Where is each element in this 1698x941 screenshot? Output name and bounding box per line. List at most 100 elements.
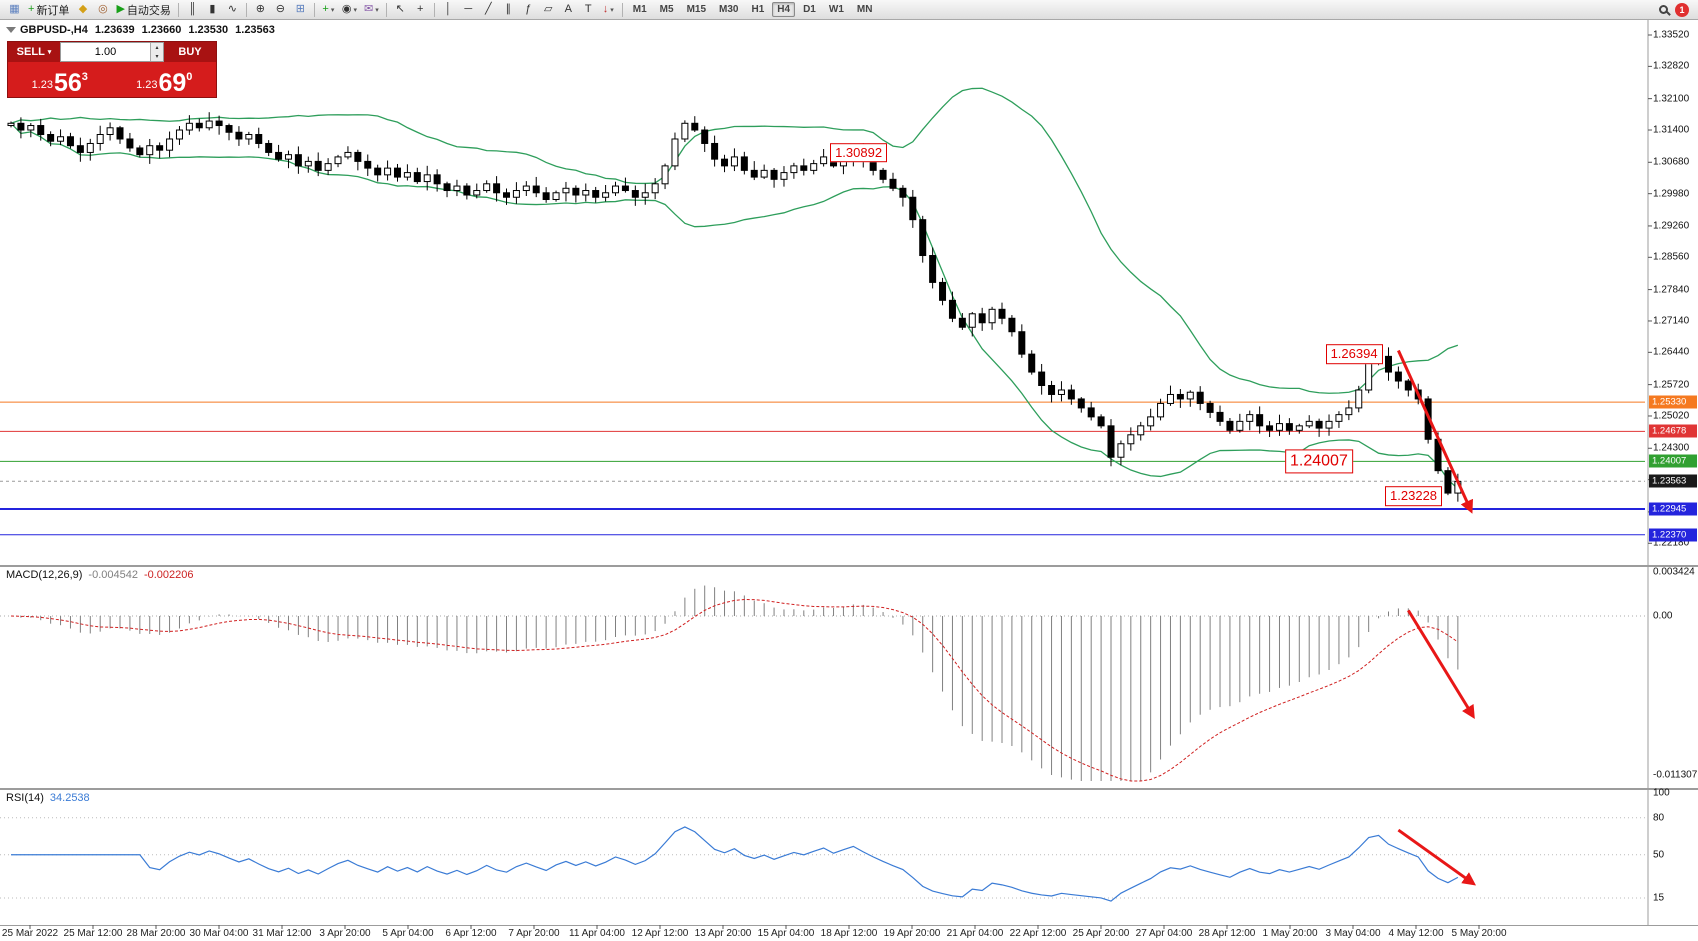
- periods-button[interactable]: ◉ ▾: [339, 1, 360, 18]
- price-callout-label[interactable]: 1.30892: [830, 142, 888, 163]
- price-trend-arrow[interactable]: [1397, 349, 1473, 514]
- one-click-trading-panel[interactable]: SELL ▾ ▴ ▾ BUY 1.23 56 3 1.23 69 0: [8, 42, 216, 97]
- search-icon[interactable]: [1659, 5, 1668, 14]
- notification-badge[interactable]: 1: [1675, 2, 1689, 17]
- market-watch-button[interactable]: ◆: [73, 1, 92, 18]
- indicators-button[interactable]: + ▾: [319, 1, 338, 18]
- timeframe-h4-button[interactable]: H4: [772, 2, 796, 17]
- time-axis-label: 30 Mar 04:00: [189, 928, 249, 939]
- text-button[interactable]: A: [559, 1, 578, 18]
- horizontal-line-button[interactable]: ─: [459, 1, 478, 18]
- time-axis-label: 6 Apr 12:00: [445, 928, 497, 939]
- text-label-button[interactable]: T: [579, 1, 598, 18]
- vertical-line-icon: │: [444, 3, 452, 15]
- fibonacci-button[interactable]: ƒ: [519, 1, 538, 18]
- bar-chart-button[interactable]: ║: [183, 1, 202, 18]
- templates-dropdown-caret-icon[interactable]: ▾: [375, 6, 379, 14]
- templates-icon: ✉: [364, 3, 374, 15]
- buy-price-prefix: 1.23: [136, 79, 158, 91]
- timeframe-m5-button[interactable]: M5: [659, 4, 674, 15]
- arrows-button[interactable]: ↓ ▾: [599, 1, 618, 18]
- timeframe-m15-button[interactable]: M15: [686, 4, 707, 15]
- new-chart-button[interactable]: ▦: [5, 1, 24, 18]
- macd-trend-arrow[interactable]: [1407, 609, 1475, 719]
- bollinger-upper-band: [10, 87, 1459, 394]
- price-axis-label: 1.24300: [1653, 442, 1690, 454]
- chart-info-bar: GBPUSD-,H4 1.23639 1.23660 1.23530 1.235…: [20, 24, 275, 36]
- tile-windows-button[interactable]: ⊞: [291, 1, 310, 18]
- volume-down-button[interactable]: ▾: [155, 53, 159, 60]
- navigator-button[interactable]: ◎: [93, 1, 112, 18]
- candlestick-chart-button[interactable]: ▮: [203, 1, 222, 18]
- zoom-out-icon: ⊖: [275, 3, 286, 15]
- periods-dropdown-caret-icon[interactable]: ▾: [353, 6, 358, 14]
- zoom-out-button[interactable]: ⊖: [271, 1, 290, 18]
- sell-price-pipette: 3: [81, 71, 88, 83]
- zoom-in-button[interactable]: ⊕: [251, 1, 270, 18]
- time-axis-label: 1 May 20:00: [1262, 928, 1318, 939]
- vertical-line-button[interactable]: │: [439, 1, 458, 18]
- toolbar-separator: [621, 2, 623, 17]
- buy-price-display[interactable]: 1.23 69 0: [112, 62, 216, 97]
- time-axis-label: 18 Apr 12:00: [820, 928, 878, 939]
- toolbar-separator: [385, 2, 387, 17]
- timeframe-w1-button[interactable]: W1: [828, 4, 844, 15]
- templates-button[interactable]: ✉ ▾: [361, 1, 382, 18]
- current-price-badge: 1.23563: [1649, 474, 1697, 488]
- buy-button[interactable]: BUY: [164, 42, 216, 62]
- autotrading-button[interactable]: ▶ 自动交易: [113, 1, 173, 18]
- crosshair-icon: +: [417, 3, 424, 15]
- volume-input[interactable]: [61, 43, 150, 61]
- price-level-badge: 1.22945: [1649, 502, 1697, 516]
- sell-button-label: SELL: [16, 46, 45, 58]
- macd-signal-line: [10, 598, 1459, 782]
- one-click-toggle[interactable]: [6, 27, 16, 33]
- price-callout-label[interactable]: 1.26394: [1325, 344, 1383, 365]
- line-chart-button[interactable]: ∿: [223, 1, 242, 18]
- shapes-button[interactable]: ▱: [539, 1, 558, 18]
- chart-high-value: 1.23660: [141, 24, 182, 36]
- trendline-icon: ╱: [484, 3, 492, 15]
- new-chart-icon: ▦: [9, 3, 20, 15]
- sell-price-display[interactable]: 1.23 56 3: [8, 62, 112, 97]
- time-axis-label: 21 Apr 04:00: [946, 928, 1004, 939]
- timeframe-h1-button[interactable]: H1: [751, 4, 765, 15]
- time-axis-label: 27 Apr 04:00: [1135, 928, 1193, 939]
- macd-panel[interactable]: [0, 585, 1645, 782]
- time-axis-label: 28 Apr 12:00: [1198, 928, 1256, 939]
- cursor-button[interactable]: ↖: [391, 1, 410, 18]
- crosshair-button[interactable]: +: [411, 1, 430, 18]
- timeframe-m1-button[interactable]: M1: [632, 4, 647, 15]
- tile-windows-icon: ⊞: [295, 3, 306, 15]
- fibonacci-icon: ƒ: [525, 3, 532, 15]
- arrows-dropdown-caret-icon[interactable]: ▾: [610, 6, 614, 14]
- timeframe-m30-button[interactable]: M30: [719, 4, 739, 15]
- time-axis-label: 25 Mar 2022: [1, 928, 59, 939]
- rsi-panel[interactable]: [0, 817, 1645, 902]
- price-callout-label[interactable]: 1.23228: [1385, 486, 1443, 507]
- indicators-icon: +: [322, 3, 329, 15]
- time-axis-label: 31 Mar 12:00: [252, 928, 312, 939]
- main-price-panel[interactable]: [0, 87, 1645, 536]
- chart-close-value: 1.23563: [235, 24, 275, 36]
- sell-button[interactable]: SELL ▾: [8, 42, 60, 62]
- trendline-button[interactable]: ╱: [479, 1, 498, 18]
- toolbar-separator: [313, 2, 315, 17]
- volume-up-button[interactable]: ▴: [155, 44, 159, 51]
- channel-button[interactable]: ∥: [499, 1, 518, 18]
- time-axis-label: 22 Apr 12:00: [1009, 928, 1067, 939]
- price-callout-label[interactable]: 1.24007: [1285, 449, 1353, 473]
- price-axis-label: 1.25720: [1653, 379, 1690, 391]
- new-order-button[interactable]: + 新订单: [25, 1, 72, 18]
- toolbar-separator: [433, 2, 435, 17]
- new-order-icon: +: [28, 3, 35, 15]
- rsi-trend-arrow[interactable]: [1397, 828, 1477, 886]
- buy-price-big-digits: 69: [158, 68, 187, 97]
- main-toolbar: ▦ + 新订单 ◆ ◎ ▶ 自动交易 ║ ▮ ∿ ⊕ ⊖ ⊞ + ▾ ◉ ▾ ✉ ▾ ↖ + │ ─ ╱ ∥ ƒ ▱ A T ↓ ▾ M1 M5…: [0, 0, 1698, 20]
- timeframe-mn-button[interactable]: MN: [856, 4, 873, 15]
- price-level-badge: 1.24678: [1649, 424, 1697, 438]
- timeframe-d1-button[interactable]: D1: [803, 4, 816, 15]
- time-axis-label: 15 Apr 04:00: [757, 928, 815, 939]
- indicators-dropdown-caret-icon[interactable]: ▾: [330, 6, 335, 14]
